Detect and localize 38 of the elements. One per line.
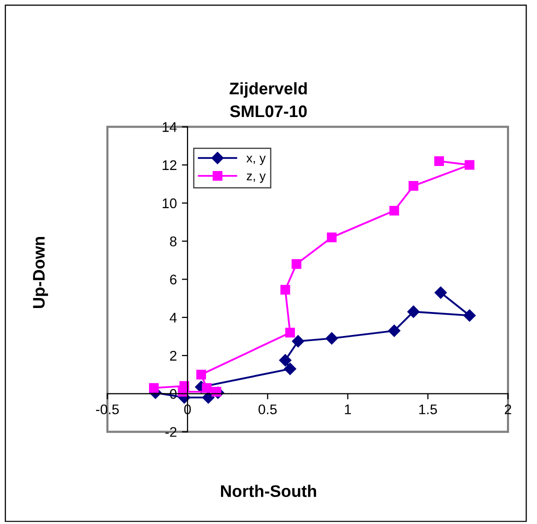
chart-title: Zijderveld SML07-10: [230, 82, 307, 118]
legend-label: z, y: [246, 174, 266, 183]
x-tick-label: 2: [504, 404, 512, 414]
point: [389, 206, 400, 216]
point: [202, 383, 212, 393]
y-tick-label: 6: [170, 274, 176, 284]
x-tick-label: 1: [344, 404, 351, 414]
point: [149, 383, 159, 393]
y-axis-title: Up-Down: [33, 236, 48, 308]
point: [280, 284, 290, 295]
y-tick-label: -2: [165, 427, 176, 437]
x-tick-label: 1.5: [419, 404, 437, 414]
y-tick-label: 8: [170, 236, 176, 246]
x-tick-label: -0.5: [96, 404, 119, 414]
y-tick-label: 10: [162, 198, 177, 208]
point: [179, 381, 190, 391]
point: [434, 286, 447, 299]
y-tick-label: 14: [162, 122, 177, 132]
point: [434, 156, 444, 166]
point: [326, 232, 337, 242]
point: [388, 324, 400, 337]
point: [196, 370, 206, 380]
point: [407, 306, 420, 318]
point: [279, 354, 292, 366]
x-axis-title: North-South: [221, 484, 316, 498]
point: [284, 362, 296, 375]
point: [285, 328, 295, 338]
y-tick-label: 12: [162, 160, 176, 170]
point: [292, 259, 302, 269]
point: [464, 160, 474, 170]
y-tick-label: 4: [170, 312, 177, 322]
legend-label: x, y: [246, 156, 266, 165]
point: [408, 181, 418, 191]
x-tick-label: 0.5: [258, 404, 277, 414]
point: [326, 332, 338, 344]
point: [463, 309, 476, 322]
point: [292, 335, 304, 348]
y-tick-label: 2: [170, 350, 176, 361]
